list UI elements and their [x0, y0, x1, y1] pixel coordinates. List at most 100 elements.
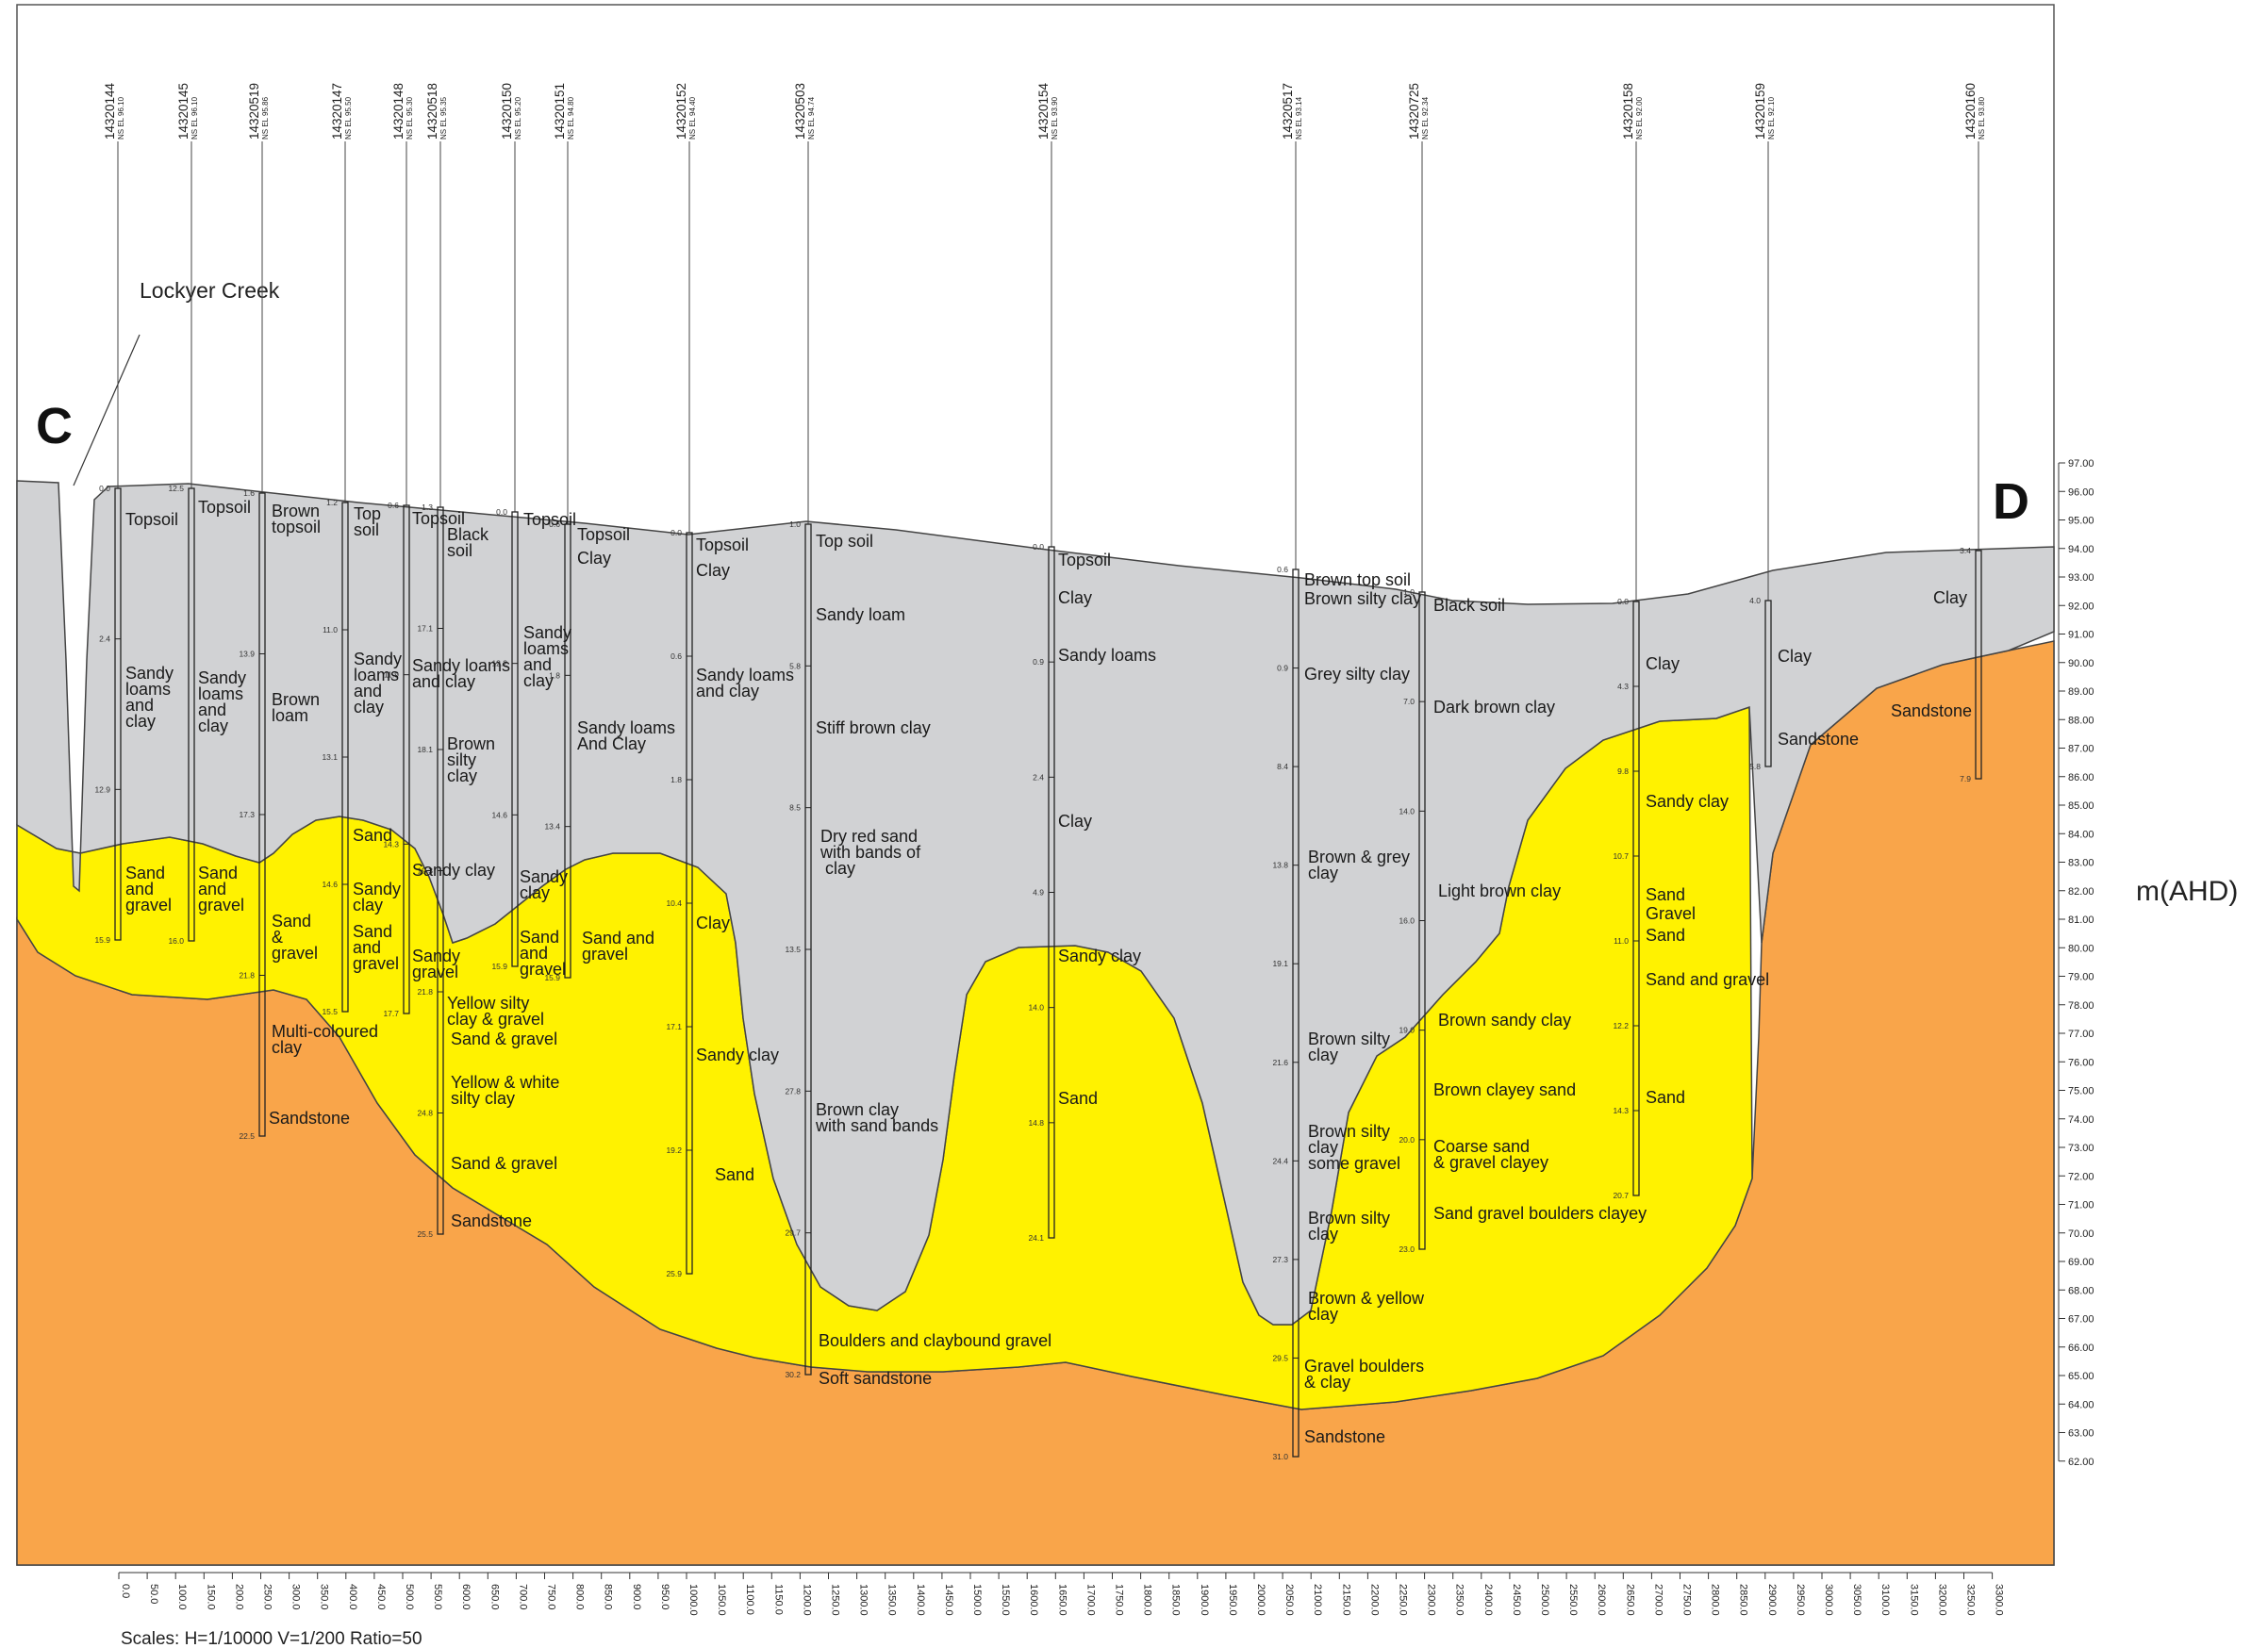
layer-label: Sandy clay [696, 1046, 779, 1064]
distance-tick-label: 2300.0 [1426, 1584, 1437, 1616]
layer-label: Brown clay with sand bands [815, 1100, 938, 1135]
distance-tick-label: 3150.0 [1908, 1584, 1919, 1616]
layer-label: Clay [577, 549, 611, 568]
bore-14320725: 14320725 NS EL 92.34 1.0 7.0 14.0 16.0 19.0 20.… [1399, 83, 1430, 1254]
layer-label: Sand and gravel [353, 922, 399, 973]
distance-tick-label: 1000.0 [687, 1584, 699, 1616]
elevation-tick-label: 68.00 [2068, 1285, 2094, 1296]
bore-14320503: 14320503 NS EL 94.74 1.0 5.8 8.5 13.5 27.8 29.7… [785, 83, 816, 1379]
bore-id-label: 14320144 [103, 82, 117, 140]
elevation-tick-label: 88.00 [2068, 715, 2094, 726]
bore-depth-label: 21.6 [1272, 1058, 1288, 1067]
bore-elevation-label: NS EL 96.10 [190, 96, 199, 140]
layer-label: Brown & grey clay [1308, 848, 1410, 882]
bore-14320154: 14320154 NS EL 93.90 0.0 0.9 2.4 4.9 14.0 14.8 2… [1028, 82, 1059, 1243]
distance-tick-label: 1850.0 [1170, 1584, 1182, 1616]
distance-tick-label: 1050.0 [716, 1584, 727, 1616]
elevation-tick-label: 64.00 [2068, 1399, 2094, 1410]
bore-depth-label: 0.6 [1277, 565, 1288, 574]
layer-label: Sandy loams and clay [198, 668, 246, 735]
bore-depth-label: 12.5 [168, 484, 184, 493]
bore-elevation-label: NS EL 95.30 [406, 96, 414, 140]
layer-label: Sandstone [269, 1109, 350, 1128]
bore-depth-label: 20.7 [1613, 1191, 1629, 1200]
bore-elevation-label: NS EL 93.14 [1295, 96, 1303, 140]
layer-label: Clay [1646, 654, 1680, 673]
bore-depth-label: 4.9 [1033, 888, 1044, 898]
layer-label: Clay [1933, 588, 1967, 607]
distance-tick-label: 2100.0 [1312, 1584, 1323, 1616]
bore-14320518: 14320518 NS EL 95.35 1.3 17.1 18.1 19.3 21.8 24… [417, 83, 448, 1239]
layer-label: Topsoil [125, 510, 178, 529]
layer-label: Brown silty clay [1308, 1030, 1390, 1064]
elevation-tick-label: 72.00 [2068, 1171, 2094, 1182]
distance-tick-label: 2800.0 [1710, 1584, 1721, 1616]
layer-label: Sandstone [1304, 1427, 1385, 1446]
distance-tick-label: 1750.0 [1114, 1584, 1125, 1616]
layer-label: Sand [715, 1165, 754, 1184]
bore-depth-label: 12.9 [94, 784, 110, 794]
elevation-tick-label: 63.00 [2068, 1428, 2094, 1440]
elevation-tick-label: 79.00 [2068, 972, 2094, 983]
bore-depth-label: 0.0 [1617, 597, 1629, 606]
bore-depth-label: 17.1 [666, 1022, 682, 1031]
layer-label: Clay [696, 914, 730, 932]
layer-label: Sand [353, 826, 392, 845]
distance-tick-label: 50.0 [148, 1584, 159, 1604]
layer-label: Sand and gravel [125, 864, 172, 915]
layer-label: Black soil [1433, 596, 1505, 615]
layer-label: Sandstone [1891, 701, 1972, 720]
distance-tick-label: 2000.0 [1255, 1584, 1266, 1616]
layer-label: Topsoil [696, 536, 749, 554]
distance-tick-label: 1150.0 [772, 1584, 784, 1615]
layer-label: Sandy loam [816, 605, 905, 624]
distance-tick-label: 500.0 [404, 1584, 415, 1610]
bore-elevation-label: NS EL 95.20 [514, 96, 522, 140]
bore-id-label: 14320517 [1281, 83, 1295, 140]
layer-label: Clay [1058, 812, 1092, 831]
layer-label: Brown sandy clay [1438, 1011, 1571, 1030]
elevation-tick-label: 85.00 [2068, 800, 2094, 812]
distance-tick-label: 750.0 [546, 1584, 557, 1610]
bore-depth-label: 27.8 [785, 1086, 801, 1096]
bore-14320519: 14320519 NS EL 95.86 1.6 13.9 17.3 21.8 22.5 [239, 83, 270, 1141]
bore-depth-label: 20.0 [1399, 1135, 1415, 1145]
bore-id-label: 14320148 [391, 83, 406, 140]
bore-depth-label: 11.0 [1614, 936, 1629, 946]
distance-tick-label: 2500.0 [1539, 1584, 1550, 1616]
distance-tick-label: 1600.0 [1028, 1584, 1039, 1616]
layer-label: Sand [1646, 926, 1685, 945]
distance-tick-label: 0.0 [120, 1584, 131, 1598]
layer-label: Sandy loams and clay [125, 664, 174, 731]
layer-label: Sandy loams and clay [354, 650, 402, 717]
elevation-tick-label: 87.00 [2068, 744, 2094, 755]
elevation-tick-label: 90.00 [2068, 658, 2094, 669]
bore-depth-label: 16.0 [168, 936, 184, 946]
bore-depth-label: 17.7 [383, 1009, 399, 1018]
layer-label: Brown top soil [1304, 570, 1411, 589]
bore-depth-label: 4.3 [1617, 682, 1629, 691]
bore-depth-label: 1.8 [670, 775, 682, 784]
bore-id-label: 14320725 [1407, 83, 1421, 140]
layer-label: Sandstone [1778, 730, 1859, 749]
bore-elevation-label: NS EL 96.10 [117, 96, 125, 140]
distance-tick-label: 850.0 [603, 1584, 614, 1610]
layer-label: Sandy gravel [412, 947, 460, 981]
distance-tick-label: 2850.0 [1738, 1584, 1749, 1616]
layer-label: Sandy loams And Clay [577, 718, 675, 753]
elevation-tick-label: 69.00 [2068, 1257, 2094, 1268]
layer-label: Topsoil [412, 509, 465, 528]
bore-depth-label: 21.8 [239, 971, 255, 981]
bore-depth-label: 18.1 [417, 745, 433, 754]
distance-tick-label: 700.0 [517, 1584, 528, 1610]
elevation-tick-label: 94.00 [2068, 544, 2094, 555]
bore-depth-label: 0.9 [1277, 664, 1288, 673]
elevation-unit-label: m(AHD) [2136, 876, 2238, 907]
layer-label: Sand & gravel [451, 1030, 557, 1048]
layer-label: Brown silty clay [1308, 1209, 1390, 1244]
bore-depth-label: 7.0 [1403, 697, 1415, 706]
bore-depth-label: 30.2 [785, 1370, 801, 1379]
bore-depth-label: 8.5 [789, 803, 801, 813]
bore-depth-label: 15.9 [544, 973, 560, 982]
distance-tick-label: 1200.0 [801, 1584, 812, 1616]
